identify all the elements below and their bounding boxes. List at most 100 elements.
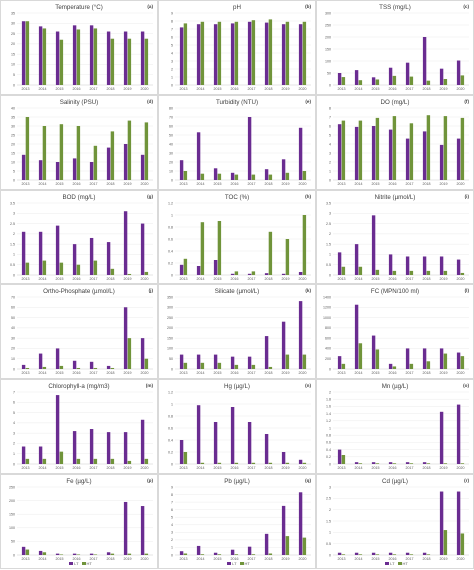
y-tick-label: 0 [13, 83, 15, 87]
bar-ht [251, 20, 256, 85]
bar-lt [38, 353, 43, 370]
bar-ht [42, 459, 47, 465]
x-tick-label: 2015 [214, 182, 222, 186]
x-tick-label: 2018 [265, 277, 273, 281]
bar-ht [392, 554, 397, 555]
x-tick-label: 2017 [248, 277, 256, 281]
chart-title: Turbidity (NTU) [215, 98, 259, 106]
y-tick-label: 1 [329, 531, 331, 535]
chart-title: Nitrite (µmol/L) [374, 193, 416, 201]
bar-ht [93, 28, 98, 85]
bar-lt [89, 25, 94, 85]
y-tick-label: 3.5 [326, 201, 331, 205]
chart-svg: 0 1 2 3 4 5 6 7 2013 2014 2015 2016 2017 2018 2019 2020 [13, 390, 153, 470]
y-tick-label: 7 [329, 115, 331, 119]
y-tick-label: 3 [329, 211, 331, 215]
y-tick-label: 0.4 [168, 249, 173, 253]
x-tick-label: 2019 [282, 182, 290, 186]
chart-svg: 0 1 2 3 4 5 6 7 8 9 2013 2014 2015 2016 2017 2018 2019 20… [171, 11, 311, 91]
bar-ht [144, 459, 149, 465]
x-tick-label: 2018 [265, 371, 273, 375]
bar-ht [200, 173, 205, 180]
bar-ht [76, 368, 81, 370]
bar-lt [354, 552, 359, 555]
bar-ht [217, 554, 222, 555]
chart-panel: pH (b) 0 1 2 3 4 5 6 7 8 9 2013 2014 2015 2016 2017 2018 2… [158, 0, 316, 95]
x-tick-label: 2017 [406, 371, 414, 375]
x-tick-label: 2020 [457, 557, 465, 561]
bar-ht [200, 363, 205, 370]
bar-lt [298, 301, 303, 370]
y-tick-label: 1 [329, 169, 331, 173]
chart-title: BOD (mg/L) [62, 193, 96, 201]
bar-ht [127, 553, 132, 555]
x-tick-label: 2016 [73, 371, 81, 375]
bar-ht [76, 264, 81, 275]
y-tick-label: 0 [171, 368, 173, 372]
bar-lt [21, 546, 26, 555]
bar-ht [234, 270, 239, 275]
bar-lt [405, 256, 410, 275]
bar-ht [285, 238, 290, 275]
bar-ht [460, 533, 465, 555]
bar-ht [268, 367, 273, 370]
bar-ht [302, 214, 307, 275]
bar-ht [110, 459, 115, 465]
y-tick-label: 5 [171, 516, 173, 520]
y-tick-label: 50 [169, 357, 173, 361]
legend-swatch [69, 562, 74, 566]
y-tick-label: 0 [171, 178, 173, 182]
bar-lt [196, 24, 201, 85]
bar-ht [341, 364, 346, 370]
bar-lt [264, 434, 269, 465]
y-tick-label: 0 [329, 462, 331, 466]
bar-ht [110, 553, 115, 555]
x-tick-label: 2017 [406, 557, 414, 561]
chart-panel: Ortho-Phosphate (µmol/L) (j) 0 10 20 30 40 50 60… [0, 284, 158, 380]
x-tick-label: 2020 [141, 557, 149, 561]
bar-ht [358, 463, 363, 465]
x-tick-label: 2018 [107, 557, 115, 561]
bar-ht [93, 260, 98, 275]
y-tick-label: 150 [167, 337, 173, 341]
bar-ht [443, 115, 448, 180]
bar-lt [123, 31, 128, 85]
x-tick-label: 2019 [282, 87, 290, 91]
chart-title: Cd (µg/L) [382, 478, 408, 485]
y-tick-label: 1 [171, 75, 173, 79]
legend: LT HT [159, 561, 315, 566]
bar-ht [302, 537, 307, 555]
bar-lt [213, 168, 218, 180]
bar-ht [358, 120, 363, 180]
bar-lt [354, 243, 359, 275]
bar-lt [89, 429, 94, 465]
bar-lt [140, 506, 145, 555]
bar-ht [110, 38, 115, 85]
x-tick-label: 2020 [299, 466, 307, 470]
bar-lt [422, 348, 427, 370]
x-tick-label: 2020 [141, 277, 149, 281]
chart-title: TOC (%) [224, 193, 250, 201]
bar-lt [354, 462, 359, 465]
y-tick-label: 50 [327, 71, 331, 75]
x-tick-label: 2014 [197, 371, 205, 375]
bar-ht [183, 170, 188, 180]
bar-lt [405, 138, 410, 180]
y-tick-label: 200 [325, 35, 331, 39]
y-tick-label: 25 [11, 133, 15, 137]
bar-ht [183, 258, 188, 275]
bar-ht [302, 462, 307, 465]
y-tick-label: 0.5 [10, 263, 15, 267]
bar-ht [127, 338, 132, 370]
y-tick-label: 1200 [323, 306, 331, 310]
bar-lt [196, 265, 201, 275]
legend-swatch [227, 562, 232, 566]
x-tick-label: 2017 [90, 87, 98, 91]
y-tick-label: 30 [11, 337, 15, 341]
x-tick-label: 2016 [389, 87, 397, 91]
x-tick-label: 2014 [355, 557, 363, 561]
y-tick-label: 200 [9, 499, 15, 503]
chart-svg: 0 5 10 15 20 25 30 35 40 2013 2014 2015 2016 2017 2018… [11, 106, 153, 186]
chart-panel: Temperature (°C) (a) 0 5 10 15 20 25 30 35 2013 201… [0, 0, 158, 95]
y-tick-label: 0.4 [168, 438, 173, 442]
